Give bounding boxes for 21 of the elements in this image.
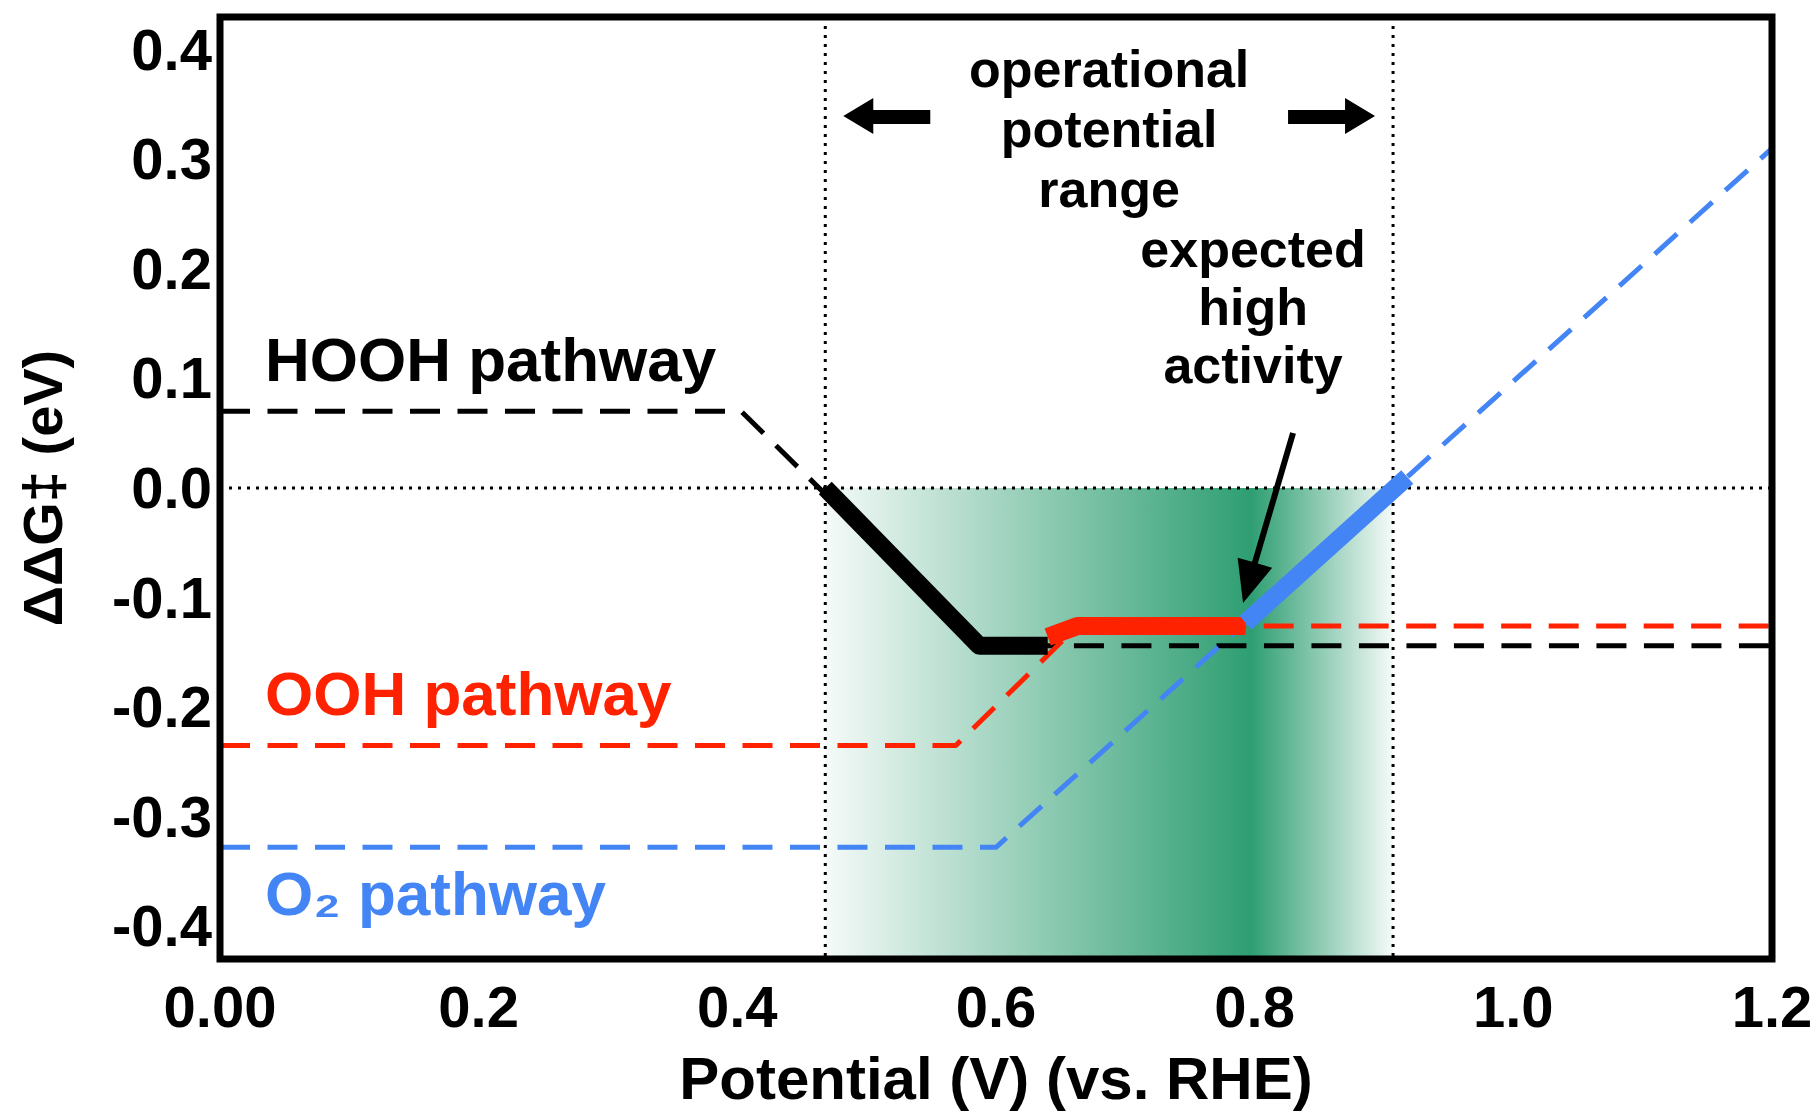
- annotation: expected high activity: [1140, 220, 1366, 394]
- y-tick-label: 0.3: [131, 126, 212, 192]
- x-tick-label: 1.0: [1473, 974, 1554, 1039]
- x-tick-label: 0.2: [438, 974, 519, 1039]
- x-tick-label: 0.00: [163, 974, 277, 1039]
- series-label: O₂ pathway: [265, 859, 607, 929]
- x-tick-label: 0.4: [697, 974, 778, 1039]
- y-tick-label: 0.1: [131, 345, 212, 411]
- y-tick-label: -0.2: [112, 674, 212, 740]
- x-tick-label: 1.2: [1731, 974, 1813, 1039]
- y-tick-label: -0.3: [112, 783, 212, 849]
- y-tick-label: 0.0: [131, 455, 212, 520]
- x-tick-label: 0.8: [1214, 974, 1295, 1039]
- y-tick-label: 0.4: [131, 16, 212, 82]
- x-tick-label: 0.6: [955, 974, 1037, 1039]
- series-label: OOH pathway: [265, 659, 673, 729]
- y-tick-label: -0.1: [112, 564, 212, 630]
- y-tick-label: 0.2: [131, 235, 212, 301]
- series-label: HOOH pathway: [265, 325, 717, 395]
- y-tick-label: -0.4: [112, 893, 212, 959]
- y-axis-title: ΔΔG‡ (eV): [11, 349, 74, 627]
